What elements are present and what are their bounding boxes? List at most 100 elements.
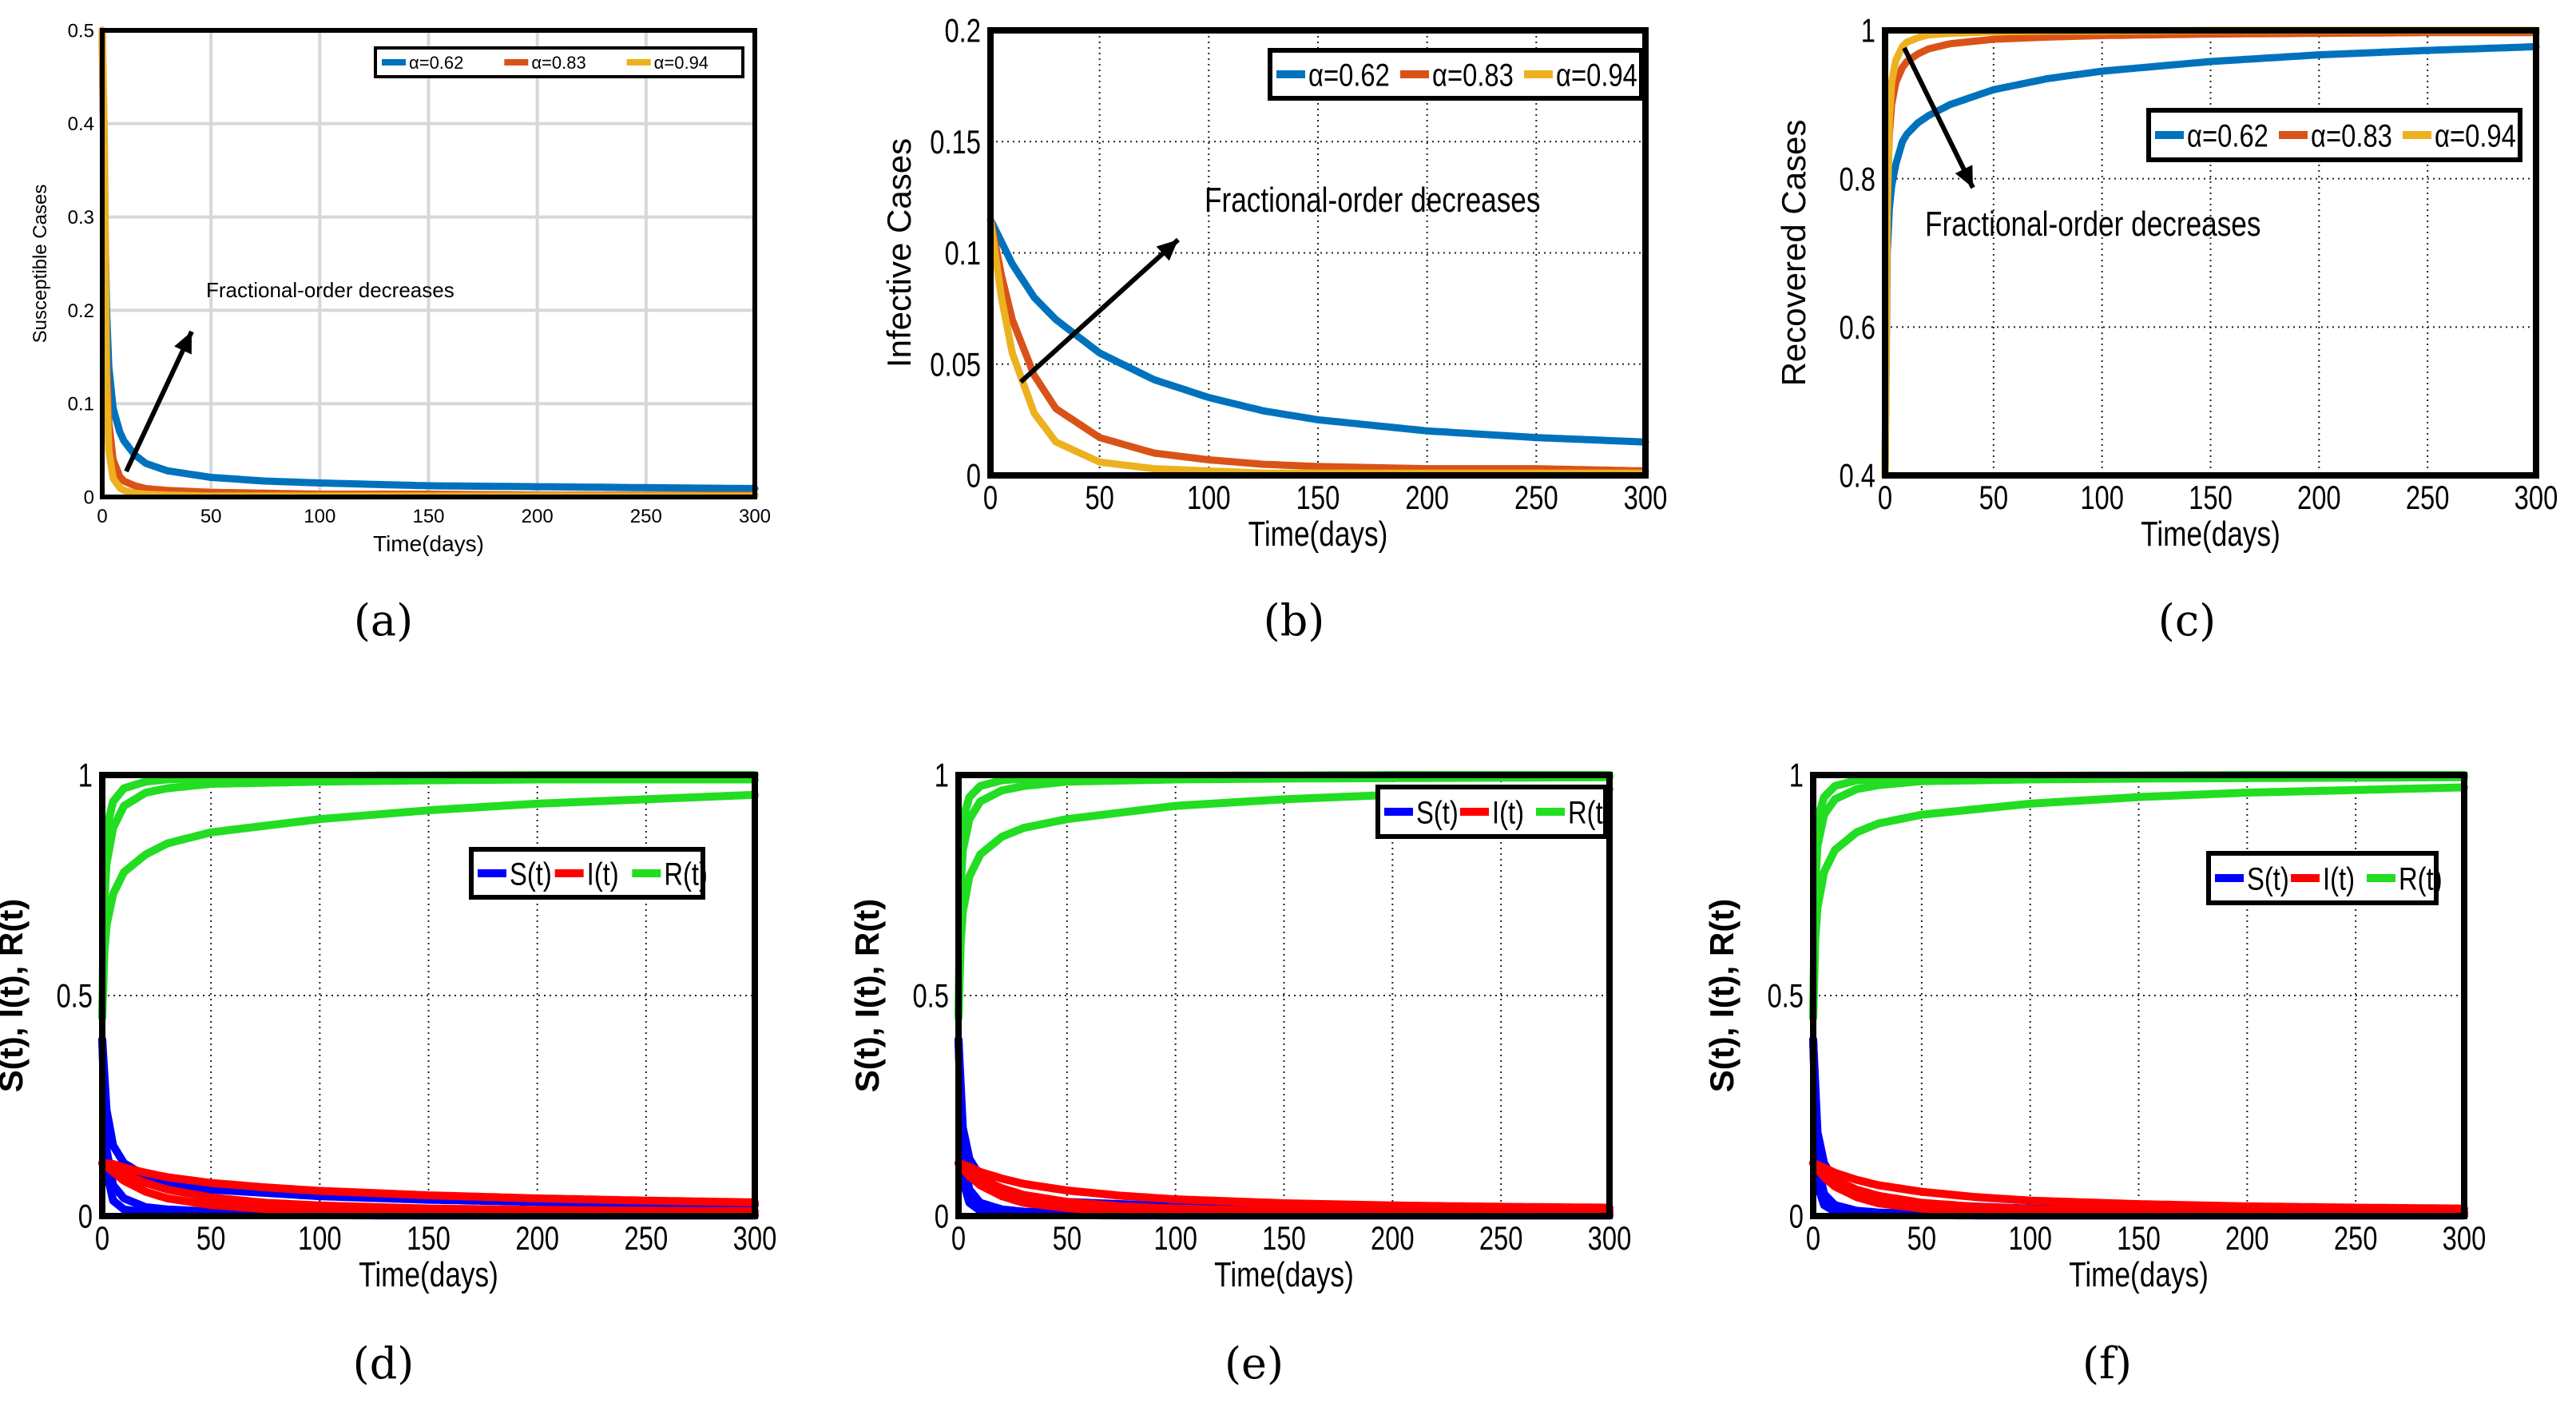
y-tick-label: 0.3 xyxy=(68,207,94,229)
legend-box xyxy=(469,847,705,900)
annotation-arrowhead xyxy=(174,332,192,355)
series-line-rt-2 xyxy=(98,775,759,1022)
annotation-arrow xyxy=(1018,237,1181,384)
legend: α=0.62 α=0.83 α=0.94 xyxy=(2146,108,2522,162)
annotation-text: Fractional-order decreases xyxy=(1925,205,2260,244)
x-tick-label: 100 xyxy=(2008,1219,2052,1257)
chart-d: 0 50 100 150 200 250 300 0 0.5 1 Time(days) S(t), I… xyxy=(0,757,776,1389)
x-axis-label: Time(days) xyxy=(1248,515,1388,554)
x-tick-label: 50 xyxy=(1053,1219,1082,1257)
legend-label: I(t) xyxy=(2323,861,2355,896)
legend-label: S(t) xyxy=(2247,861,2289,896)
annotation-text: Fractional-order decreases xyxy=(1205,181,1540,220)
legend-box xyxy=(1375,785,1608,839)
y-axis-label: S(t), I(t), R(t) xyxy=(0,899,30,1093)
y-tick-label: 1 xyxy=(935,757,949,794)
y-tick-label: 0.2 xyxy=(68,300,94,322)
x-tick-label: 150 xyxy=(1262,1219,1306,1257)
legend-label: α=0.62 xyxy=(2187,117,2268,153)
y-tick-label: 0 xyxy=(78,1198,93,1235)
x-tick-label: 0 xyxy=(951,1219,966,1257)
x-tick-label: 250 xyxy=(2334,1219,2378,1257)
y-tick-label: 0.5 xyxy=(56,977,93,1015)
x-tick-label: 0 xyxy=(1878,479,1892,516)
x-tick-label: 50 xyxy=(1979,479,2008,516)
legend-box xyxy=(2206,851,2439,905)
x-tick-label: 150 xyxy=(2117,1219,2161,1257)
x-tick-label: 200 xyxy=(1405,479,1449,516)
legend: S(t) I(t) R(t) xyxy=(2206,851,2443,905)
y-tick-label: 1 xyxy=(78,757,93,794)
x-tick-label: 0 xyxy=(95,1219,109,1257)
panel-caption: (d) xyxy=(353,1338,415,1389)
legend-label: α=0.94 xyxy=(1556,57,1637,93)
x-tick-label: 0 xyxy=(983,479,998,516)
plot-frame xyxy=(99,772,758,1219)
x-tick-label: 150 xyxy=(1296,479,1340,516)
x-tick-label: 0 xyxy=(1806,1219,1820,1257)
x-tick-label: 50 xyxy=(200,506,222,527)
legend: α=0.62 α=0.83 α=0.94 xyxy=(1268,48,1644,101)
x-tick-label: 50 xyxy=(1085,479,1113,516)
y-tick-label: 0.8 xyxy=(1839,160,1875,197)
x-tick-label: 200 xyxy=(1371,1219,1415,1257)
x-tick-label: 300 xyxy=(733,1219,777,1257)
x-tick-label: 250 xyxy=(625,1219,669,1257)
chart-e: 0 50 100 150 200 250 300 0 0.5 1 Time(days) S(t), I… xyxy=(848,757,1631,1389)
x-tick-label: 100 xyxy=(298,1219,342,1257)
chart-c: 0 50 100 150 200 250 300 0.4 0.6 0.8 1 Time(days) Re… xyxy=(1775,12,2558,646)
x-tick-label: 100 xyxy=(1187,479,1231,516)
y-tick-label: 1 xyxy=(1861,12,1875,50)
x-tick-label: 200 xyxy=(2297,479,2341,516)
legend-label: R(t) xyxy=(1568,794,1612,830)
x-tick-label: 300 xyxy=(2514,479,2558,516)
legend-label: S(t) xyxy=(510,856,552,892)
x-tick-label: 250 xyxy=(1479,1219,1523,1257)
y-tick-label: 0.5 xyxy=(1767,977,1804,1015)
x-tick-label: 300 xyxy=(2443,1219,2487,1257)
x-tick-label: 150 xyxy=(412,506,444,527)
series-line-062-0 xyxy=(98,26,759,492)
annotation-arrowhead xyxy=(1955,165,1973,188)
x-tick-label: 50 xyxy=(1907,1219,1936,1257)
annotation-text: Fractional-order decreases xyxy=(206,278,454,302)
x-tick-label: 0 xyxy=(97,506,107,527)
y-axis-label: Susceptible Cases xyxy=(30,185,51,344)
grid xyxy=(990,30,1645,475)
y-tick-label: 0.15 xyxy=(930,123,981,161)
legend-box xyxy=(1268,48,1644,101)
x-tick-label: 50 xyxy=(196,1219,225,1257)
legend-label: α=0.94 xyxy=(2435,117,2516,153)
x-tick-label: 100 xyxy=(2080,479,2124,516)
grid xyxy=(1813,775,2464,1216)
x-tick-label: 250 xyxy=(1514,479,1558,516)
y-tick-label: 0.4 xyxy=(68,113,94,135)
annotation-arrowhead xyxy=(1156,240,1178,261)
legend-label: S(t) xyxy=(1416,794,1459,830)
chart-a: 0 50 100 150 200 250 300 0 0.1 0.2 0.3 0.4 0.5 Time(d… xyxy=(30,20,771,646)
x-tick-label: 150 xyxy=(2189,479,2233,516)
y-tick-label: 0 xyxy=(935,1198,949,1235)
x-tick-label: 300 xyxy=(1588,1219,1632,1257)
series-line-it-1 xyxy=(955,1159,1613,1212)
y-tick-label: 1 xyxy=(1789,757,1804,794)
plot-frame xyxy=(1882,27,2539,479)
x-tick-label: 200 xyxy=(522,506,554,527)
panel-caption: (e) xyxy=(1224,1338,1284,1389)
legend-box xyxy=(2146,108,2522,162)
panel-caption: (a) xyxy=(354,595,413,646)
legend-label: R(t) xyxy=(664,856,708,892)
x-axis-label: Time(days) xyxy=(2069,1255,2209,1294)
series-line-rt-1 xyxy=(98,790,759,1022)
grid xyxy=(102,30,755,497)
legend-label: α=0.62 xyxy=(1308,57,1390,93)
x-axis-label: Time(days) xyxy=(359,1255,498,1294)
legend-label: R(t) xyxy=(2399,861,2443,896)
panel-caption: (f) xyxy=(2082,1338,2132,1389)
plot-frame xyxy=(987,27,1649,479)
chart-f: 0 50 100 150 200 250 300 0 0.5 1 Time(days) S(t), I… xyxy=(1703,757,2486,1389)
x-tick-label: 250 xyxy=(630,506,662,527)
y-tick-label: 0.05 xyxy=(930,346,981,384)
legend-label: I(t) xyxy=(1492,794,1524,830)
